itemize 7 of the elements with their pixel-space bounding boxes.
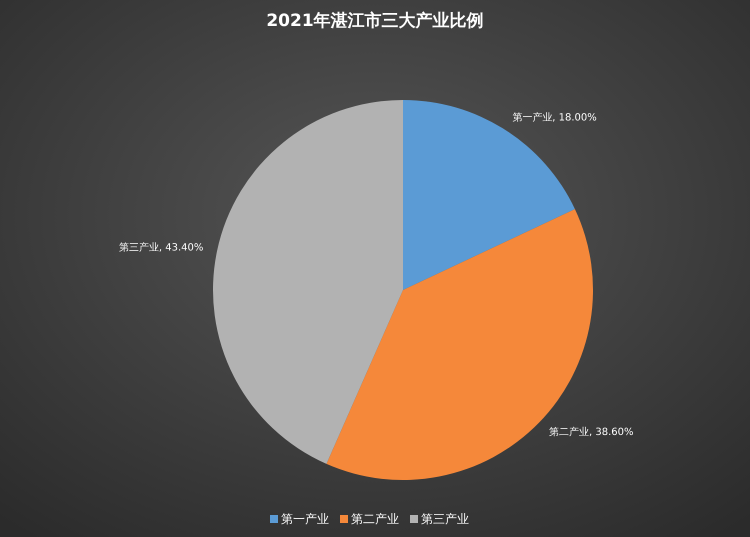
- data-label: 第二产业, 38.60%: [549, 426, 634, 438]
- data-label: 第一产业, 18.00%: [512, 111, 597, 124]
- data-label: 第三产业, 43.40%: [118, 242, 204, 254]
- legend-label: 第三产业: [421, 512, 469, 526]
- legend-label: 第二产业: [351, 512, 399, 526]
- legend-label: 第一产业: [281, 512, 329, 526]
- chart-title: 2021年湛江市三大产业比例: [266, 11, 484, 31]
